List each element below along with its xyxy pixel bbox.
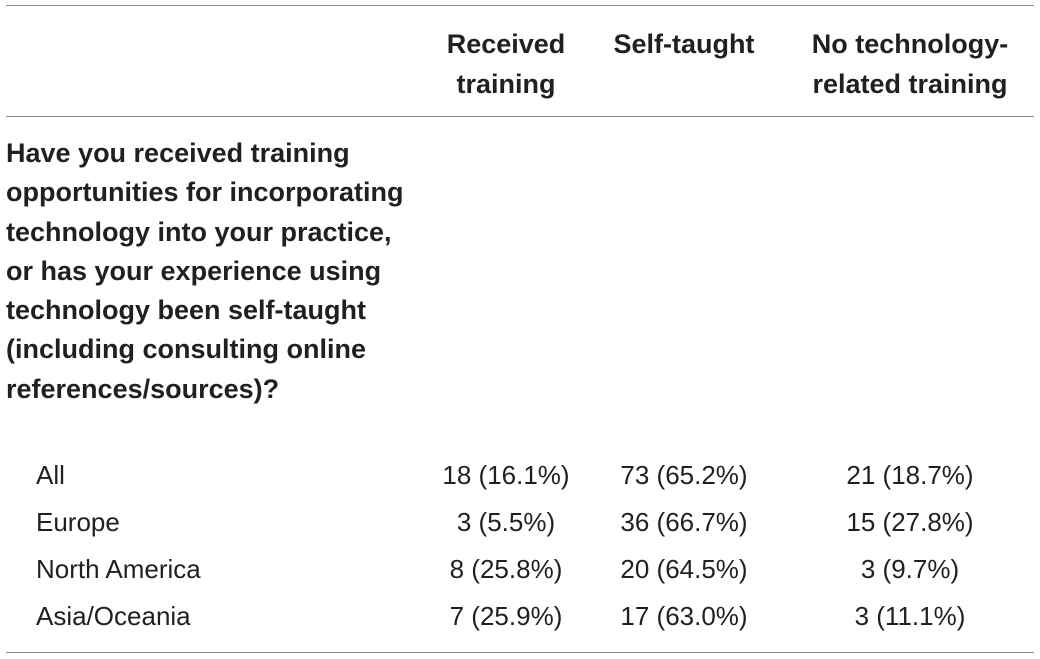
column-header-no-training: No technology-related training bbox=[811, 29, 1009, 99]
cell-no-training: 21 (18.7%) bbox=[846, 460, 974, 490]
cell-no-training: 15 (27.8%) bbox=[846, 507, 974, 537]
column-header-received-training: Received training bbox=[446, 29, 566, 99]
survey-question: Have you received training opportunities… bbox=[6, 138, 404, 404]
table-row: All 18 (16.1%) 73 (65.2%) 21 (18.7%) bbox=[0, 452, 1040, 499]
row-label: Europe bbox=[36, 507, 120, 537]
row-label: All bbox=[36, 460, 65, 490]
column-header-self-taught: Self-taught bbox=[613, 29, 755, 59]
bottom-rule bbox=[6, 652, 1034, 653]
table-row: Asia/Oceania 7 (25.9%) 17 (63.0%) 3 (11.… bbox=[0, 593, 1040, 640]
header-rule bbox=[6, 116, 1034, 117]
cell-no-training: 3 (11.1%) bbox=[854, 601, 966, 631]
cell-self-taught: 17 (63.0%) bbox=[620, 601, 748, 631]
cell-self-taught: 20 (64.5%) bbox=[620, 554, 748, 584]
row-label: North America bbox=[36, 554, 201, 584]
cell-self-taught: 73 (65.2%) bbox=[620, 460, 748, 490]
table-row: North America 8 (25.8%) 20 (64.5%) 3 (9.… bbox=[0, 546, 1040, 593]
cell-no-training: 3 (9.7%) bbox=[860, 554, 960, 584]
cell-received: 3 (5.5%) bbox=[456, 507, 556, 537]
cell-received: 8 (25.8%) bbox=[449, 554, 563, 584]
cell-received: 18 (16.1%) bbox=[442, 460, 570, 490]
table-row: Europe 3 (5.5%) 36 (66.7%) 15 (27.8%) bbox=[0, 499, 1040, 546]
cell-self-taught: 36 (66.7%) bbox=[620, 507, 748, 537]
top-rule bbox=[6, 5, 1034, 6]
row-label: Asia/Oceania bbox=[36, 601, 191, 631]
cell-received: 7 (25.9%) bbox=[449, 601, 563, 631]
